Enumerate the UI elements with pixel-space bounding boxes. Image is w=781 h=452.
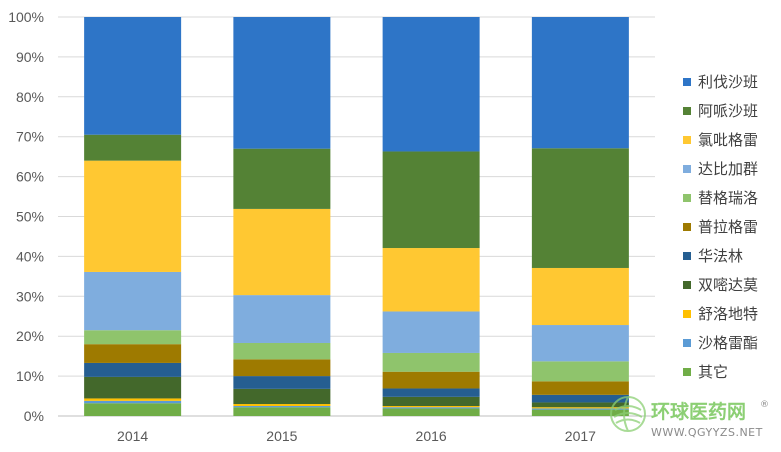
legend-swatch (683, 136, 691, 144)
bar-segment (382, 248, 480, 312)
bar-segment (382, 388, 480, 397)
bar-segment (531, 325, 629, 362)
bar-segment (531, 407, 629, 409)
legend-label: 阿哌沙班 (698, 102, 758, 120)
bar-segment (382, 408, 480, 416)
legend-swatch (683, 310, 691, 318)
bar-segment (233, 295, 331, 343)
bar-segment (233, 376, 331, 389)
bar-segment (382, 371, 480, 389)
bar-segment (531, 267, 629, 326)
legend-label: 华法林 (698, 247, 743, 265)
y-tick-label: 40% (16, 248, 44, 264)
bar-segment (531, 381, 629, 395)
bar-segment (233, 407, 331, 416)
bar-segment (233, 208, 331, 296)
bar-segment (84, 403, 182, 416)
bar-segment (382, 407, 480, 409)
y-axis: 0% 10% 20% 30% 40% 50% 60% 70% 80% 90% 100% (8, 9, 44, 424)
bar-segment (531, 409, 629, 416)
legend-swatch (683, 339, 691, 347)
bar-segment (84, 400, 182, 404)
bar-segment (233, 342, 331, 360)
bar-segment (382, 151, 480, 249)
legend: 利伐沙班阿哌沙班氯吡格雷达比加群替格瑞洛普拉格雷华法林双嘧达莫舒洛地特沙格雷酯其… (683, 73, 758, 381)
legend-swatch (683, 281, 691, 289)
legend-swatch (683, 223, 691, 231)
legend-label: 沙格雷酯 (698, 334, 758, 352)
bar-segment (531, 394, 629, 403)
y-tick-label: 30% (16, 288, 44, 304)
x-tick-label: 2016 (416, 428, 447, 444)
legend-swatch (683, 252, 691, 260)
y-tick-label: 100% (8, 9, 44, 25)
legend-label: 双嘧达莫 (698, 276, 758, 294)
legend-label: 替格瑞洛 (698, 189, 758, 207)
bar-segment (84, 376, 182, 399)
legend-label: 普拉格雷 (698, 218, 758, 236)
x-tick-label: 2017 (565, 428, 596, 444)
y-tick-label: 80% (16, 89, 44, 105)
legend-label: 舒洛地特 (698, 305, 758, 323)
bar-segment (233, 17, 331, 149)
bar-segment (84, 134, 182, 161)
legend-swatch (683, 165, 691, 173)
x-axis: 2014 2015 2016 2017 (117, 428, 596, 444)
watermark-logo-icon (610, 396, 646, 432)
y-tick-label: 0% (24, 408, 44, 424)
y-tick-label: 60% (16, 169, 44, 185)
y-tick-label: 90% (16, 49, 44, 65)
bar-segment (531, 17, 629, 149)
bar-segment (84, 344, 182, 363)
bar-segment (531, 148, 629, 268)
bar-segment (382, 311, 480, 353)
bar-segment (382, 396, 480, 407)
watermark-registered: ® (760, 400, 769, 410)
x-tick-label: 2015 (266, 428, 297, 444)
bar-segment (531, 408, 629, 410)
bar-segment (84, 17, 182, 135)
legend-swatch (683, 368, 691, 376)
bar-segment (84, 271, 182, 331)
y-tick-label: 70% (16, 129, 44, 145)
bar-segment (233, 359, 331, 377)
legend-swatch (683, 194, 691, 202)
legend-swatch (683, 107, 691, 115)
bar-segment (233, 406, 331, 408)
legend-label: 利伐沙班 (698, 73, 758, 91)
x-tick-label: 2014 (117, 428, 148, 444)
bar-segment (233, 404, 331, 407)
legend-swatch (683, 78, 691, 86)
bar-segment (382, 352, 480, 372)
bar-segment (84, 330, 182, 345)
y-tick-label: 10% (16, 368, 44, 384)
bars (84, 17, 629, 416)
watermark-name: 环球医药网 (651, 400, 746, 423)
watermark: 环球医药网 ® WWW.QGYYZS.NET (610, 396, 769, 439)
legend-label: 达比加群 (698, 160, 758, 178)
bar-segment (84, 160, 182, 272)
watermark-url: WWW.QGYYZS.NET (651, 426, 763, 439)
bar-segment (233, 148, 331, 209)
y-tick-label: 50% (16, 209, 44, 225)
bar-segment (382, 406, 480, 408)
legend-label: 其它 (698, 363, 728, 381)
bar-segment (531, 402, 629, 408)
bar-segment (382, 17, 480, 152)
y-tick-label: 20% (16, 328, 44, 344)
bar-segment (84, 362, 182, 377)
bar-segment (531, 361, 629, 382)
legend-label: 氯吡格雷 (698, 131, 758, 149)
bar-segment (233, 388, 331, 405)
bar-segment (84, 398, 182, 401)
